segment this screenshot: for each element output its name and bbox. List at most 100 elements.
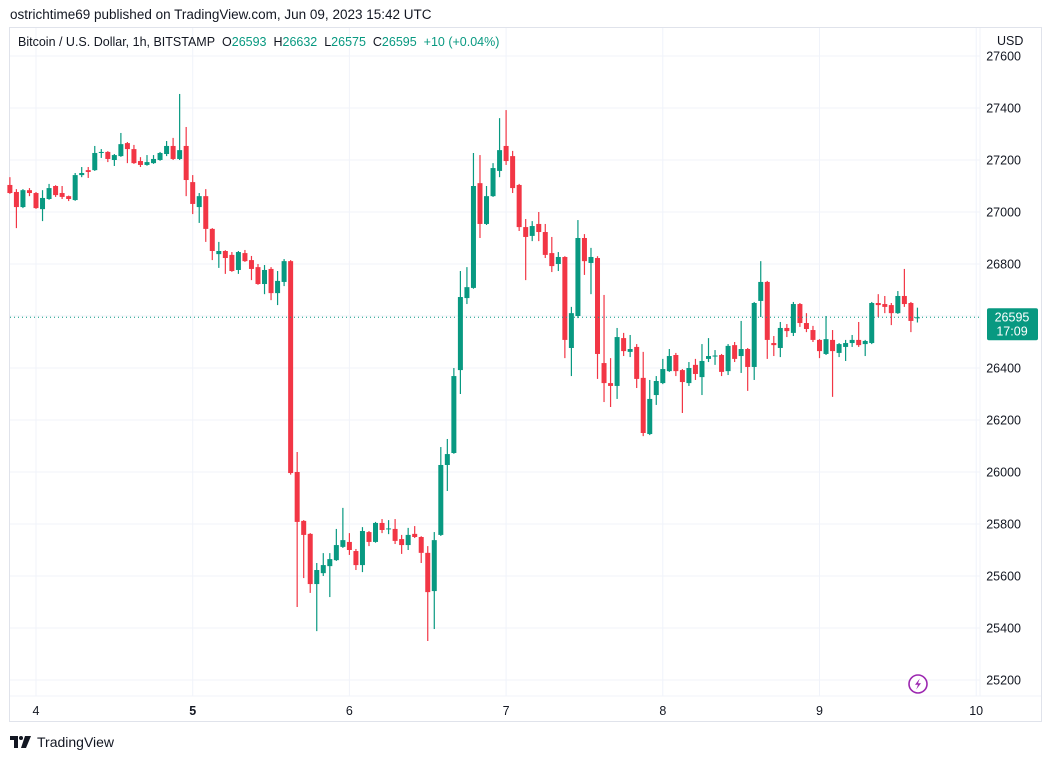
candle-body — [131, 149, 137, 164]
time-tick-label: 4 — [33, 704, 40, 718]
candle-body — [601, 363, 607, 384]
candle — [314, 563, 320, 632]
candle-body — [320, 565, 326, 574]
candle — [79, 167, 85, 178]
low-value: 26575 — [331, 35, 366, 49]
candle-body — [209, 228, 215, 251]
candle — [255, 264, 261, 285]
candle — [679, 369, 685, 413]
candle — [33, 191, 39, 209]
candle-body — [66, 196, 72, 199]
lightning-icon[interactable] — [908, 674, 928, 694]
price-tick-label: 26400 — [986, 362, 1021, 376]
candle — [373, 521, 379, 543]
time-tick-label: 6 — [346, 704, 353, 718]
candle-body — [484, 196, 490, 224]
candle-body — [275, 280, 281, 294]
candle-body — [836, 344, 842, 353]
candle — [542, 223, 548, 259]
candle — [875, 294, 881, 318]
candle-body — [216, 251, 222, 255]
candle — [418, 536, 424, 563]
candle — [516, 183, 522, 231]
candle — [738, 320, 744, 373]
candle-body — [137, 161, 143, 165]
candle-body — [379, 522, 385, 530]
candle-body — [758, 281, 764, 301]
candle — [581, 234, 587, 275]
candle — [725, 344, 731, 376]
close-value: 26595 — [381, 35, 417, 49]
candle-body — [810, 330, 816, 340]
candle — [412, 526, 418, 539]
candle — [92, 145, 98, 171]
candle — [555, 252, 561, 272]
candle — [575, 220, 581, 319]
price-tick-label: 27000 — [986, 206, 1021, 220]
time-tick-label: 7 — [503, 704, 510, 718]
candle — [190, 175, 196, 215]
candle — [183, 126, 189, 197]
candle — [751, 301, 757, 380]
candle-body — [823, 339, 829, 354]
candle — [118, 132, 124, 157]
candle — [823, 316, 829, 355]
candle — [470, 152, 476, 289]
candle-body — [72, 175, 78, 201]
candle-body — [346, 541, 352, 550]
candle-body — [392, 528, 398, 541]
candle-body — [418, 537, 424, 553]
candle-body — [431, 540, 437, 592]
candle-body — [105, 151, 111, 159]
candles — [7, 93, 920, 641]
candle-body — [882, 304, 888, 307]
price-tick-label: 27400 — [986, 102, 1021, 116]
candle — [157, 151, 163, 161]
candle-body — [229, 254, 235, 272]
candle-body — [901, 295, 907, 305]
candle-body — [451, 376, 457, 454]
candle — [320, 553, 326, 576]
price-tick-label: 27200 — [986, 154, 1021, 168]
change-value: +10 (+0.04%) — [423, 35, 500, 49]
candle — [288, 260, 294, 475]
candle — [72, 173, 78, 201]
currency-label[interactable]: USD — [997, 34, 1024, 48]
candle-body — [307, 533, 313, 585]
candle-body — [875, 303, 881, 306]
candle — [856, 321, 862, 347]
candle — [803, 313, 809, 333]
candle — [621, 332, 627, 357]
candle-body — [40, 197, 46, 210]
candle-body — [830, 339, 836, 352]
candle — [216, 241, 222, 268]
candle — [608, 358, 614, 407]
candle-body — [686, 368, 692, 384]
candle-body — [235, 252, 241, 270]
candle-body — [627, 349, 633, 352]
candle-body — [144, 162, 150, 165]
candle-body — [477, 183, 483, 224]
publisher-line: ostrichtime69 published on TradingView.c… — [10, 7, 432, 22]
candle-body — [59, 193, 65, 197]
candle-body — [706, 356, 712, 359]
candle — [784, 324, 790, 338]
candle-body — [640, 377, 646, 433]
candle-body — [797, 304, 803, 324]
candle-body — [464, 287, 470, 299]
candle — [105, 151, 111, 163]
candle-body — [46, 188, 52, 199]
candle — [588, 247, 594, 295]
candle-body — [222, 251, 228, 259]
candle — [549, 236, 555, 273]
candle — [640, 351, 646, 437]
candle — [301, 520, 307, 579]
candle-body — [542, 232, 548, 255]
tradingview-logo[interactable]: TradingView — [10, 734, 114, 750]
candle — [764, 280, 770, 359]
candle — [275, 271, 281, 306]
candle — [732, 342, 738, 363]
candle-body — [151, 158, 157, 164]
candle — [673, 352, 679, 377]
